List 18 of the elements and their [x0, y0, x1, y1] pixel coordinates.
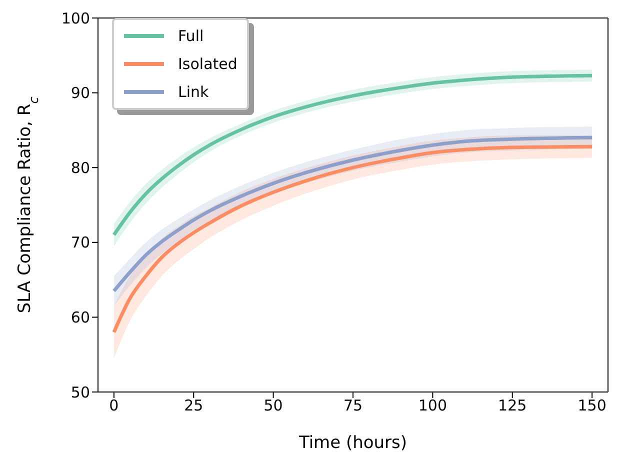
- x-tick-label: 0: [109, 396, 119, 415]
- y-tick-label: 100: [61, 9, 90, 28]
- y-tick-label: 70: [70, 234, 90, 252]
- x-tick-label: 75: [343, 396, 363, 415]
- legend-label: Isolated: [178, 55, 238, 73]
- x-tick-label: 150: [578, 396, 606, 415]
- y-tick-label: 60: [70, 308, 90, 327]
- line-series: [112, 144, 594, 334]
- x-tick-label: 25: [184, 396, 204, 415]
- y-tick-label: 50: [70, 383, 90, 402]
- y-tick-label: 80: [70, 158, 90, 177]
- legend-label: Full: [178, 27, 204, 45]
- x-tick-label: 100: [418, 396, 448, 415]
- x-tick-label: 125: [498, 396, 527, 415]
- x-axis-title: Time (hours): [298, 433, 408, 453]
- y-tick-label: 90: [70, 84, 90, 102]
- legend-label: Link: [178, 83, 209, 101]
- x-tick-label: 50: [264, 396, 283, 415]
